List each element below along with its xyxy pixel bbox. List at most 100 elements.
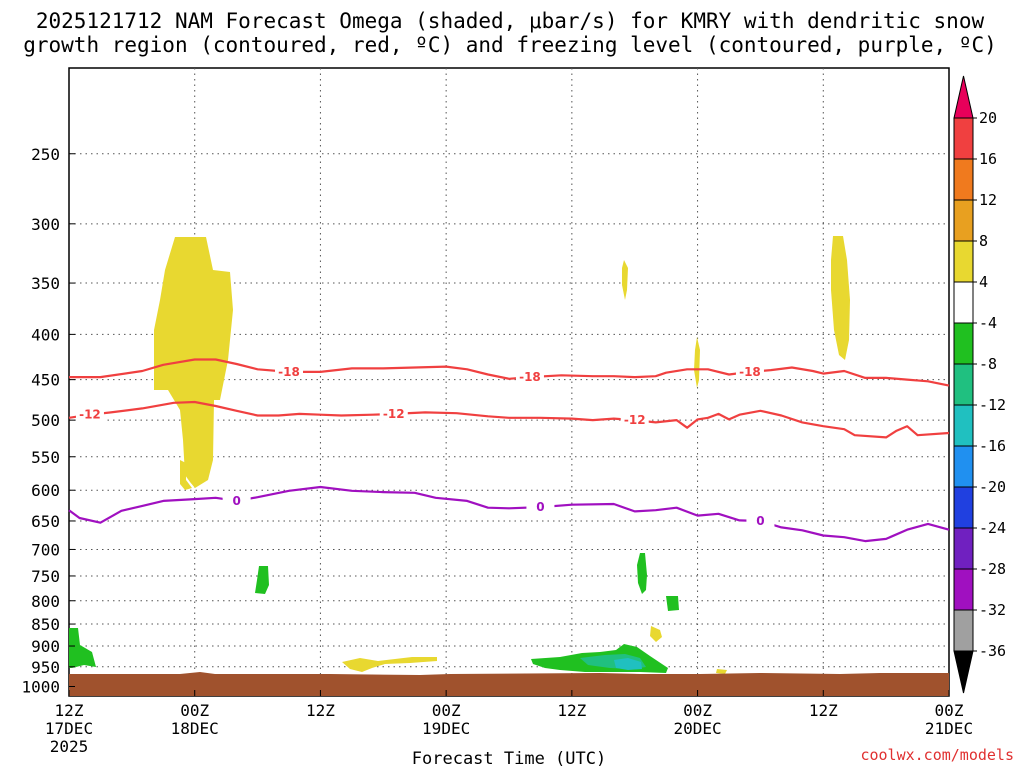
omega-region-upward-right <box>831 236 850 360</box>
y-tick-label: 600 <box>31 481 60 500</box>
colorbar-segment <box>953 240 974 283</box>
colorbar-bottom-arrow <box>953 650 974 694</box>
colorbar-segment <box>953 158 974 201</box>
chart-title-line2: growth region (contoured, red, ºC) and f… <box>23 33 997 57</box>
colorbar-label: 8 <box>979 232 988 250</box>
colorbar-segment <box>953 363 974 406</box>
omega-region-downward-mid2 <box>637 553 647 594</box>
y-tick-label: 350 <box>31 274 60 293</box>
omega-region-downward-core2 <box>614 658 642 670</box>
chart-title-line1: 2025121712 NAM Forecast Omega (shaded, μ… <box>36 9 985 33</box>
colorbar-label: 12 <box>979 191 997 209</box>
colorbar-label: -36 <box>979 642 1006 660</box>
colorbar-segment <box>953 199 974 242</box>
colorbar-segment <box>953 445 974 488</box>
colorbar-label: -4 <box>979 314 997 332</box>
omega-region-upward-small1 <box>622 260 628 300</box>
omega-region-downward-mid3 <box>666 596 679 611</box>
x-tick-label: 2025 <box>50 737 89 756</box>
x-tick-label: 12Z <box>306 701 335 720</box>
colorbar-label: -8 <box>979 355 997 373</box>
contour-line <box>68 400 950 439</box>
contour-label: -12 <box>624 413 646 427</box>
y-axis: 250 300 350 400 450 500 550 600 650 700 750 800 850 9… <box>21 145 75 697</box>
colorbar-label: -28 <box>979 560 1006 578</box>
contour-line <box>68 485 950 543</box>
omega-colorbar: 20 16 12 8 4 -4 -8 -12 -16 -20 -24 -28 -32 -36 <box>953 75 1006 694</box>
colorbar-segment <box>953 281 974 324</box>
colorbar-label: 4 <box>979 273 988 291</box>
y-tick-label: 800 <box>31 592 60 611</box>
contour-label-bg <box>746 512 775 528</box>
y-tick-label: 650 <box>31 512 60 531</box>
contour-label: 0 <box>232 494 240 508</box>
colorbar-label: -20 <box>979 478 1006 496</box>
x-axis-title: Forecast Time (UTC) <box>412 749 606 768</box>
y-tick-label: 700 <box>31 540 60 559</box>
x-tick-label: 12Z <box>809 701 838 720</box>
colorbar-segment <box>953 322 974 365</box>
y-tick-label: 1000 <box>21 678 60 697</box>
x-tick-label: 20DEC <box>673 719 721 738</box>
x-tick-label: 00Z <box>683 701 712 720</box>
x-tick-label: 18DEC <box>171 719 219 738</box>
y-tick-label: 500 <box>31 411 60 430</box>
omega-region-downward-mid1 <box>255 566 269 594</box>
colorbar-label: -16 <box>979 437 1006 455</box>
contour-label-bg <box>735 363 764 379</box>
y-tick-label: 550 <box>31 448 60 467</box>
omega-region-upward-near-surface <box>342 657 437 672</box>
contour-label: -18 <box>739 365 761 379</box>
contour-label: 0 <box>536 500 544 514</box>
omega-shading <box>69 236 850 674</box>
contour-label-bg <box>222 492 251 508</box>
x-tick-label: 21DEC <box>925 719 973 738</box>
x-tick-label: 12Z <box>55 701 84 720</box>
colorbar-segment <box>953 568 974 611</box>
colorbar-segment <box>953 609 974 652</box>
y-tick-label: 950 <box>31 658 60 677</box>
source-credit: coolwx.com/models <box>860 746 1014 764</box>
terrain-fill <box>69 672 949 696</box>
temperature-contours: -18 -18 -18 -12 -12 -12 0 0 0 <box>68 358 950 543</box>
omega-region-upward-tiny <box>650 626 662 642</box>
colorbar-segment <box>953 527 974 570</box>
y-tick-label: 750 <box>31 567 60 586</box>
y-tick-label: 400 <box>31 325 60 344</box>
colorbar-label: -12 <box>979 396 1006 414</box>
colorbar-top-arrow <box>953 75 974 119</box>
contour-line <box>69 358 950 387</box>
y-tick-label: 450 <box>31 371 60 390</box>
contour-label: 0 <box>756 514 764 528</box>
contour-label-bg <box>515 369 544 385</box>
colorbar-segment <box>953 404 974 447</box>
colorbar-label: 20 <box>979 109 997 127</box>
omega-region-downward-left <box>69 628 96 668</box>
y-tick-label: 850 <box>31 615 60 634</box>
colorbar-segment <box>953 486 974 529</box>
contour-label: -18 <box>519 370 541 384</box>
contour-label-bg <box>620 412 649 428</box>
colorbar-label: -24 <box>979 519 1006 537</box>
x-tick-label: 17DEC <box>45 719 93 738</box>
y-tick-label: 300 <box>31 215 60 234</box>
omega-region-upward-tiny2 <box>716 669 727 674</box>
x-tick-label: 00Z <box>432 701 461 720</box>
omega-region-upward-lower <box>180 460 192 490</box>
x-tick-label: 00Z <box>935 701 964 720</box>
omega-region-upward-large <box>154 237 233 488</box>
x-tick-label: 00Z <box>180 701 209 720</box>
contour-label-bg <box>75 406 104 422</box>
colorbar-label: 16 <box>979 150 997 168</box>
contour-label: -12 <box>383 407 405 421</box>
contour-label-bg <box>379 405 408 421</box>
x-tick-label: 19DEC <box>422 719 470 738</box>
y-tick-label: 250 <box>31 145 60 164</box>
colorbar-label: -32 <box>979 601 1006 619</box>
omega-region-upward-small2 <box>694 337 700 388</box>
y-tick-label: 900 <box>31 637 60 656</box>
contour-label: -12 <box>79 408 101 422</box>
colorbar-segment <box>953 117 974 160</box>
